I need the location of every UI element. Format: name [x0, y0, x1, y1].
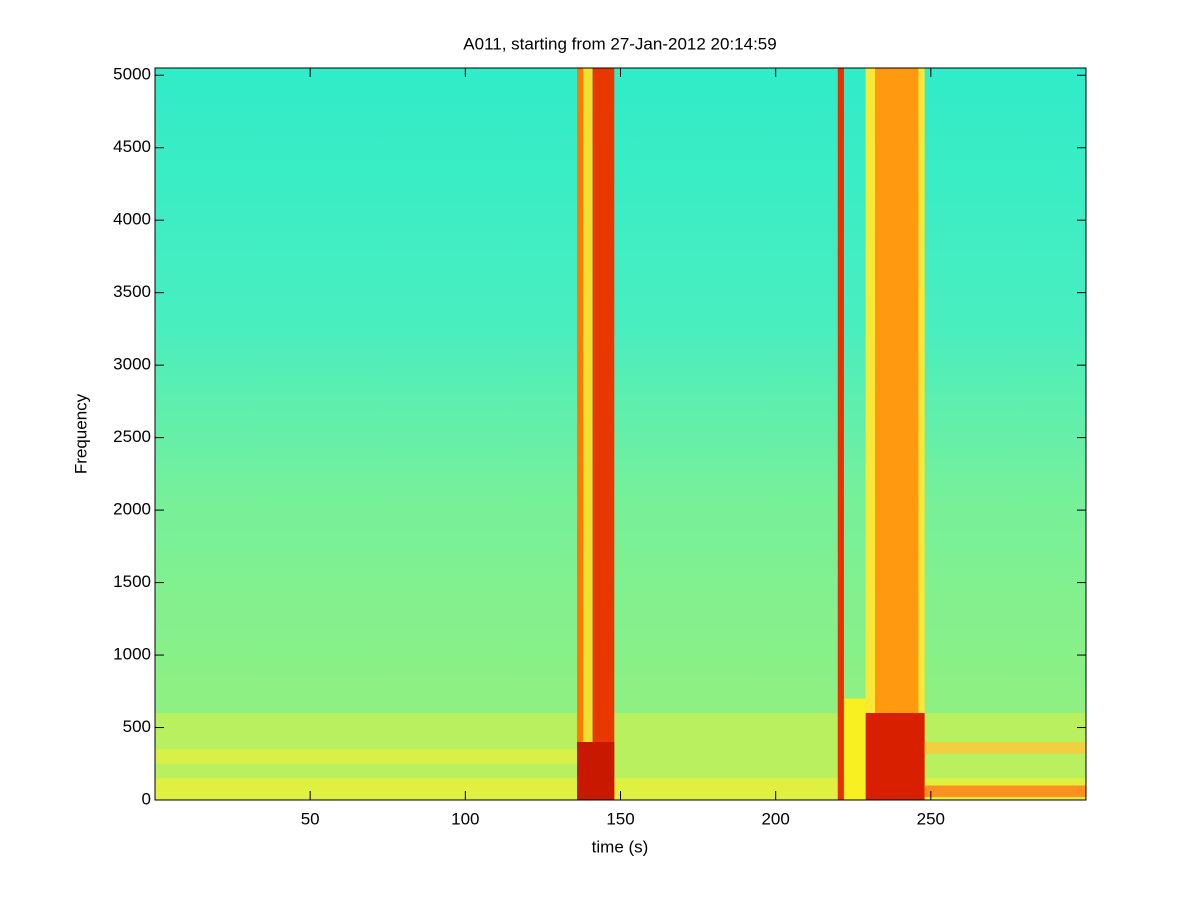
y-tick-label: 3000: [113, 355, 151, 374]
y-axis-label: Frequency: [71, 393, 90, 474]
y-tick-label: 2000: [113, 500, 151, 519]
spectral-region: [924, 785, 1086, 798]
y-tick-label: 500: [123, 717, 151, 736]
spectral-region: [874, 68, 919, 800]
y-tick-label: 4500: [113, 137, 151, 156]
x-tick-label: 100: [451, 809, 479, 828]
spectral-region: [583, 68, 593, 800]
y-tick-label: 1500: [113, 572, 151, 591]
x-tick-label: 250: [917, 809, 945, 828]
y-tick-label: 2500: [113, 427, 151, 446]
spectral-region: [577, 742, 615, 800]
spectral-region: [924, 742, 1086, 754]
spectral-region: [155, 749, 578, 764]
plot-background: [155, 68, 1086, 800]
y-tick-label: 1000: [113, 645, 151, 664]
spectral-region: [843, 698, 866, 800]
x-tick-label: 150: [606, 809, 634, 828]
y-tick-label: 0: [142, 789, 151, 808]
regions: [155, 68, 1086, 800]
spectral-region: [577, 68, 584, 800]
y-tick-label: 3500: [113, 282, 151, 301]
x-tick-label: 200: [761, 809, 789, 828]
y-tick-label: 4000: [113, 210, 151, 229]
spectral-region: [865, 713, 925, 800]
spectral-region: [837, 68, 844, 800]
spectral-region: [592, 68, 615, 800]
chart-title: A011, starting from 27-Jan-2012 20:14:59: [463, 34, 776, 53]
y-tick-label: 5000: [113, 65, 151, 84]
x-tick-label: 50: [301, 809, 320, 828]
x-axis-label: time (s): [592, 837, 649, 856]
